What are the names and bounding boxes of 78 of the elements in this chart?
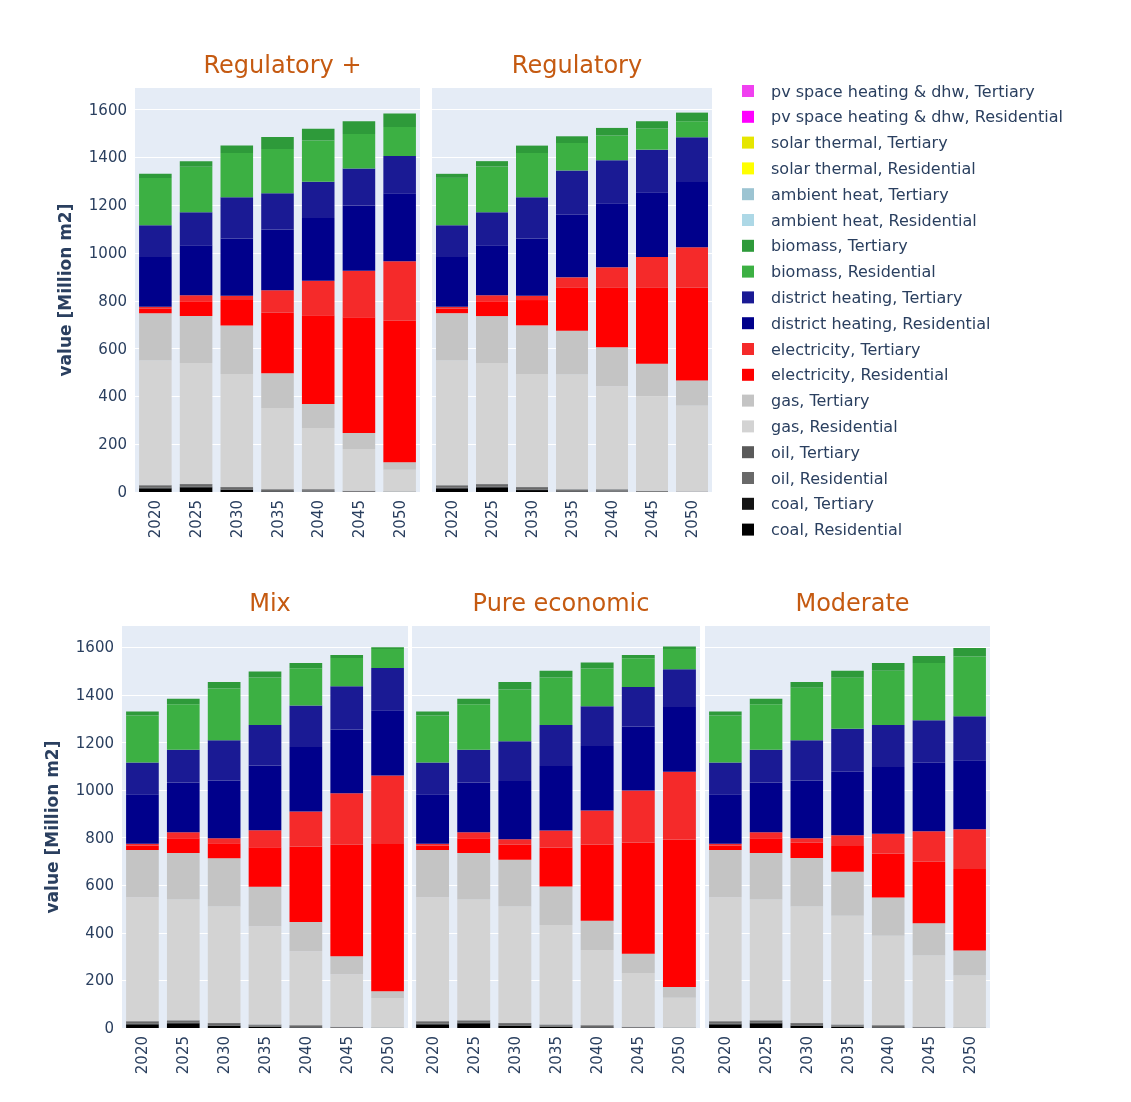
x-tick-label: 2035 [268,500,287,539]
x-tick-label: 2025 [464,1036,483,1075]
legend-label: biomass, Residential [771,262,936,282]
x-tick-label: 2040 [309,500,328,539]
legend-label: solar thermal, Residential [771,158,976,178]
legend-label: oil, Residential [771,468,888,488]
legend-label: coal, Tertiary [771,494,875,514]
x-tick-label: 2025 [757,1036,776,1075]
y-tick-label: 1400 [75,685,114,704]
y-tick-label: 800 [98,291,127,310]
y-tick-label: 1200 [88,196,127,215]
y-tick-label: 1400 [88,148,127,167]
x-tick-label: 2030 [523,500,541,539]
x-tick-label: 2050 [378,1036,397,1075]
legend-label: solar thermal, Tertiary [771,133,948,153]
x-tick-label: 2045 [643,500,661,539]
x-tick-label: 2035 [838,1036,857,1075]
x-tick-label: 2045 [919,1036,938,1075]
legend-label: biomass, Tertiary [771,236,908,256]
y-tick-label: 600 [98,339,127,358]
x-tick-label: 2040 [588,1036,607,1075]
legend-label: electricity, Tertiary [771,339,921,359]
x-tick-label: 2030 [227,500,246,539]
y-tick-label: 1000 [75,781,114,800]
x-tick-label: 2050 [670,1036,689,1075]
y-tick-label: 400 [85,923,114,942]
legend-label: district heating, Tertiary [771,287,963,307]
y-tick-label: 1600 [88,100,127,119]
y-tick-label: 400 [98,387,127,406]
x-tick-label: 2050 [683,500,701,539]
legend-label: district heating, Residential [771,313,991,333]
x-tick-label: 2045 [349,500,368,539]
y-tick-label: 0 [104,1019,114,1037]
x-tick-label: 2020 [146,500,165,539]
x-tick-label: 2050 [960,1036,979,1075]
x-tick-label: 2020 [423,1036,442,1075]
y-axis-title: value [Million m2] [54,203,75,377]
x-tick-label: 2040 [879,1036,898,1075]
x-tick-label: 2020 [133,1036,152,1075]
legend-label: ambient heat, Residential [771,210,977,230]
x-tick-label: 2035 [256,1036,274,1075]
chart-title: Mix [249,589,291,617]
legend-label: coal, Residential [771,520,903,540]
y-tick-label: 1600 [75,638,114,657]
y-tick-label: 1200 [75,733,114,752]
y-tick-label: 1000 [88,243,127,262]
chart-title: Regulatory + [203,51,362,79]
legend-label: gas, Tertiary [771,391,870,411]
x-tick-label: 2030 [215,1036,234,1075]
x-tick-label: 2025 [174,1036,193,1075]
x-tick-label: 2030 [505,1036,524,1075]
x-tick-label: 2045 [337,1036,356,1075]
x-tick-label: 2035 [547,1036,565,1075]
y-tick-label: 200 [98,435,127,454]
legend-label: pv space heating & dhw, Tertiary [771,81,1035,101]
y-axis-title: value [Million m2] [41,740,62,914]
x-tick-label: 2040 [296,1036,315,1075]
legend-label: electricity, Residential [771,365,949,385]
legend-label: ambient heat, Tertiary [771,184,949,204]
x-tick-label: 2040 [603,500,621,539]
x-tick-label: 2050 [390,500,409,539]
y-tick-label: 800 [85,828,114,847]
x-tick-label: 2020 [443,500,461,539]
chart-title: Regulatory [511,51,643,79]
y-tick-label: 0 [117,483,127,501]
y-tick-label: 200 [85,971,114,990]
y-tick-label: 600 [85,876,114,895]
x-tick-label: 2025 [483,500,501,539]
legend-label: gas, Residential [771,416,898,436]
x-tick-label: 2020 [716,1036,735,1075]
chart-title: Moderate [795,589,910,617]
x-tick-label: 2045 [629,1036,648,1075]
x-tick-label: 2035 [563,500,581,539]
x-tick-label: 2030 [797,1036,816,1075]
x-tick-label: 2025 [187,500,206,539]
legend-label: oil, Tertiary [771,442,860,462]
legend-label: pv space heating & dhw, Residential [771,107,1063,127]
chart-title: Pure economic [472,589,650,617]
